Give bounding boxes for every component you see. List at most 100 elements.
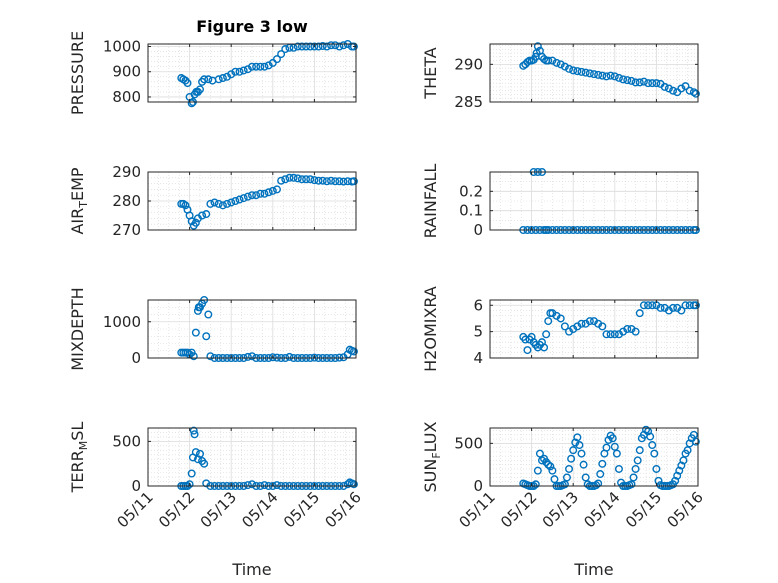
data-point <box>608 434 617 443</box>
data-point <box>579 460 588 469</box>
axes-background <box>490 44 698 102</box>
axes-background <box>490 428 698 486</box>
data-point <box>210 198 219 207</box>
subplot-7: 050005/1105/1205/1305/1405/1505/16TERRMS… <box>68 422 365 579</box>
data-point <box>556 60 565 69</box>
data-point <box>610 442 619 451</box>
data-point <box>322 42 331 51</box>
data-point <box>556 314 565 323</box>
subplot-1: 800 900 1000 PRESSURE <box>68 31 358 115</box>
data-point <box>268 353 277 362</box>
data-point <box>612 449 621 458</box>
data-point <box>642 425 651 434</box>
data-point <box>181 201 190 210</box>
data-point <box>631 327 640 336</box>
y-tick-label: 270 <box>112 221 141 239</box>
data-point <box>195 85 204 94</box>
data-point <box>310 42 319 51</box>
data-point <box>235 195 244 204</box>
data-point <box>548 466 557 475</box>
data-point <box>531 480 540 489</box>
data-point <box>592 481 601 490</box>
data-point <box>596 470 605 479</box>
data-point <box>644 301 653 310</box>
minor-grid <box>148 44 356 103</box>
data-point <box>314 42 323 51</box>
data-point <box>602 72 611 81</box>
data-point <box>573 67 582 76</box>
data-point <box>646 432 655 441</box>
data-point <box>302 175 311 184</box>
data-point <box>293 174 302 183</box>
y-tick-label: 900 <box>112 63 141 81</box>
data-point <box>252 191 261 200</box>
data-point <box>631 78 640 87</box>
axes-background <box>148 428 356 486</box>
data-point <box>654 476 663 485</box>
data-point <box>260 189 269 198</box>
data-point <box>191 218 200 227</box>
data-point <box>577 449 586 458</box>
y-tick-label: 4 <box>473 349 483 367</box>
y-tick-label: 6 <box>473 296 483 314</box>
data-point <box>660 82 669 91</box>
axes-frame <box>489 427 699 487</box>
series-markers <box>519 42 700 98</box>
data-point <box>544 56 553 65</box>
data-point <box>293 42 302 51</box>
data-point <box>669 303 678 312</box>
data-point <box>648 441 657 450</box>
data-point <box>206 199 215 208</box>
axes-frame <box>147 427 357 487</box>
data-point <box>540 55 549 64</box>
data-point <box>187 217 196 226</box>
data-point <box>243 352 252 361</box>
x-tick-label: 05/12 <box>155 488 198 531</box>
data-point <box>656 303 665 312</box>
x-tick-label: 05/16 <box>322 488 365 531</box>
data-point <box>183 79 192 88</box>
data-point <box>218 201 227 210</box>
data-point <box>581 473 590 482</box>
data-point <box>183 348 192 357</box>
axes-background <box>490 172 698 230</box>
y-tick-label: 290 <box>454 55 483 73</box>
data-point <box>602 443 611 452</box>
data-point <box>560 62 569 71</box>
subplot-8: 050005/1105/1205/1305/1405/1505/16SUNFLU… <box>421 421 707 579</box>
data-point <box>297 175 306 184</box>
data-point <box>202 332 211 341</box>
data-point <box>573 433 582 442</box>
x-axis-label: Time <box>231 560 271 579</box>
data-point <box>635 446 644 455</box>
x-tick-label: 05/16 <box>664 488 707 531</box>
data-point <box>639 77 648 86</box>
y-tick-label: 0 <box>473 477 483 495</box>
y-axis-label: RAINFALL <box>421 164 440 239</box>
data-point <box>243 481 252 490</box>
y-tick-label: 280 <box>112 192 141 210</box>
data-point <box>247 62 256 71</box>
data-point <box>339 41 348 50</box>
data-point <box>195 449 204 458</box>
data-point <box>349 177 358 186</box>
data-point <box>306 175 315 184</box>
subplot-2: 285 290 THETA <box>421 42 700 111</box>
data-point <box>523 346 532 355</box>
data-point <box>281 45 290 54</box>
series-markers <box>519 301 700 355</box>
data-point <box>256 62 265 71</box>
x-tick-label: 05/14 <box>238 488 281 531</box>
x-tick-label: 05/14 <box>580 488 623 531</box>
series-markers <box>177 40 358 108</box>
data-point <box>327 41 336 50</box>
x-tick-label: 05/15 <box>622 488 665 531</box>
data-point <box>223 199 232 208</box>
data-point <box>187 99 196 108</box>
y-tick-label: 0.1 <box>459 202 483 220</box>
data-point <box>227 198 236 207</box>
data-point <box>689 88 698 97</box>
data-point <box>623 325 632 334</box>
subplot-6: 4 5 6 H2OMIXRA <box>421 286 700 372</box>
data-point <box>247 191 256 200</box>
